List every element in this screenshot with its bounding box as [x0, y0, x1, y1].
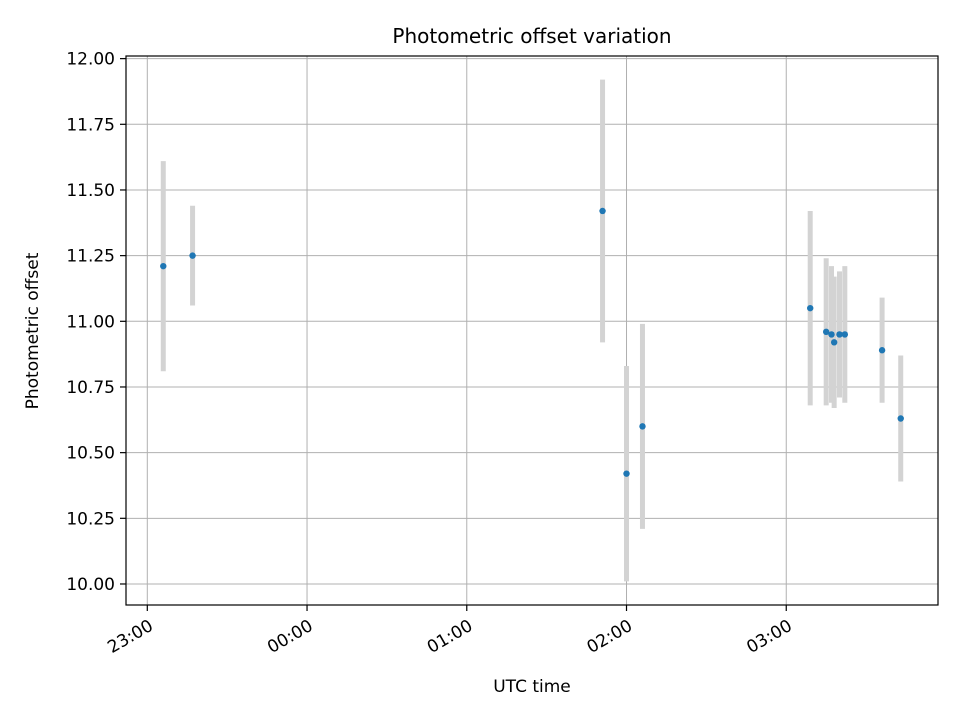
data-point — [599, 207, 606, 215]
data-point — [828, 331, 835, 338]
data-point — [189, 252, 196, 259]
x-axis-label: UTC time — [493, 677, 571, 697]
y-tick-label: 11.75 — [66, 115, 115, 135]
chart-title: Photometric offset variation — [392, 24, 671, 48]
data-point — [836, 331, 843, 338]
y-axis-ticks: 10.00 10.25 10.50 10.75 11.00 11.25 11.50 11.75… — [66, 50, 126, 595]
data-point — [822, 328, 830, 336]
data-point — [639, 423, 646, 430]
data-point — [897, 415, 904, 422]
data-point — [160, 262, 167, 270]
data-point — [807, 304, 814, 312]
y-tick-label: 10.25 — [66, 509, 115, 529]
y-axis-label: Photometric offset — [23, 252, 43, 409]
data-points — [160, 207, 904, 477]
y-tick-label: 11.25 — [66, 247, 115, 267]
y-tick-label: 10.00 — [66, 575, 115, 595]
data-point — [878, 347, 886, 354]
plot-frame — [125, 55, 939, 606]
y-tick-label: 11.50 — [66, 181, 115, 201]
y-tick-label: 10.75 — [66, 378, 115, 398]
data-point — [623, 470, 630, 477]
y-tick-label: 11.00 — [66, 312, 115, 332]
y-tick-label: 10.50 — [66, 444, 115, 464]
data-point — [841, 331, 849, 338]
data-point — [830, 339, 838, 346]
y-tick-label: 12.00 — [66, 50, 115, 70]
